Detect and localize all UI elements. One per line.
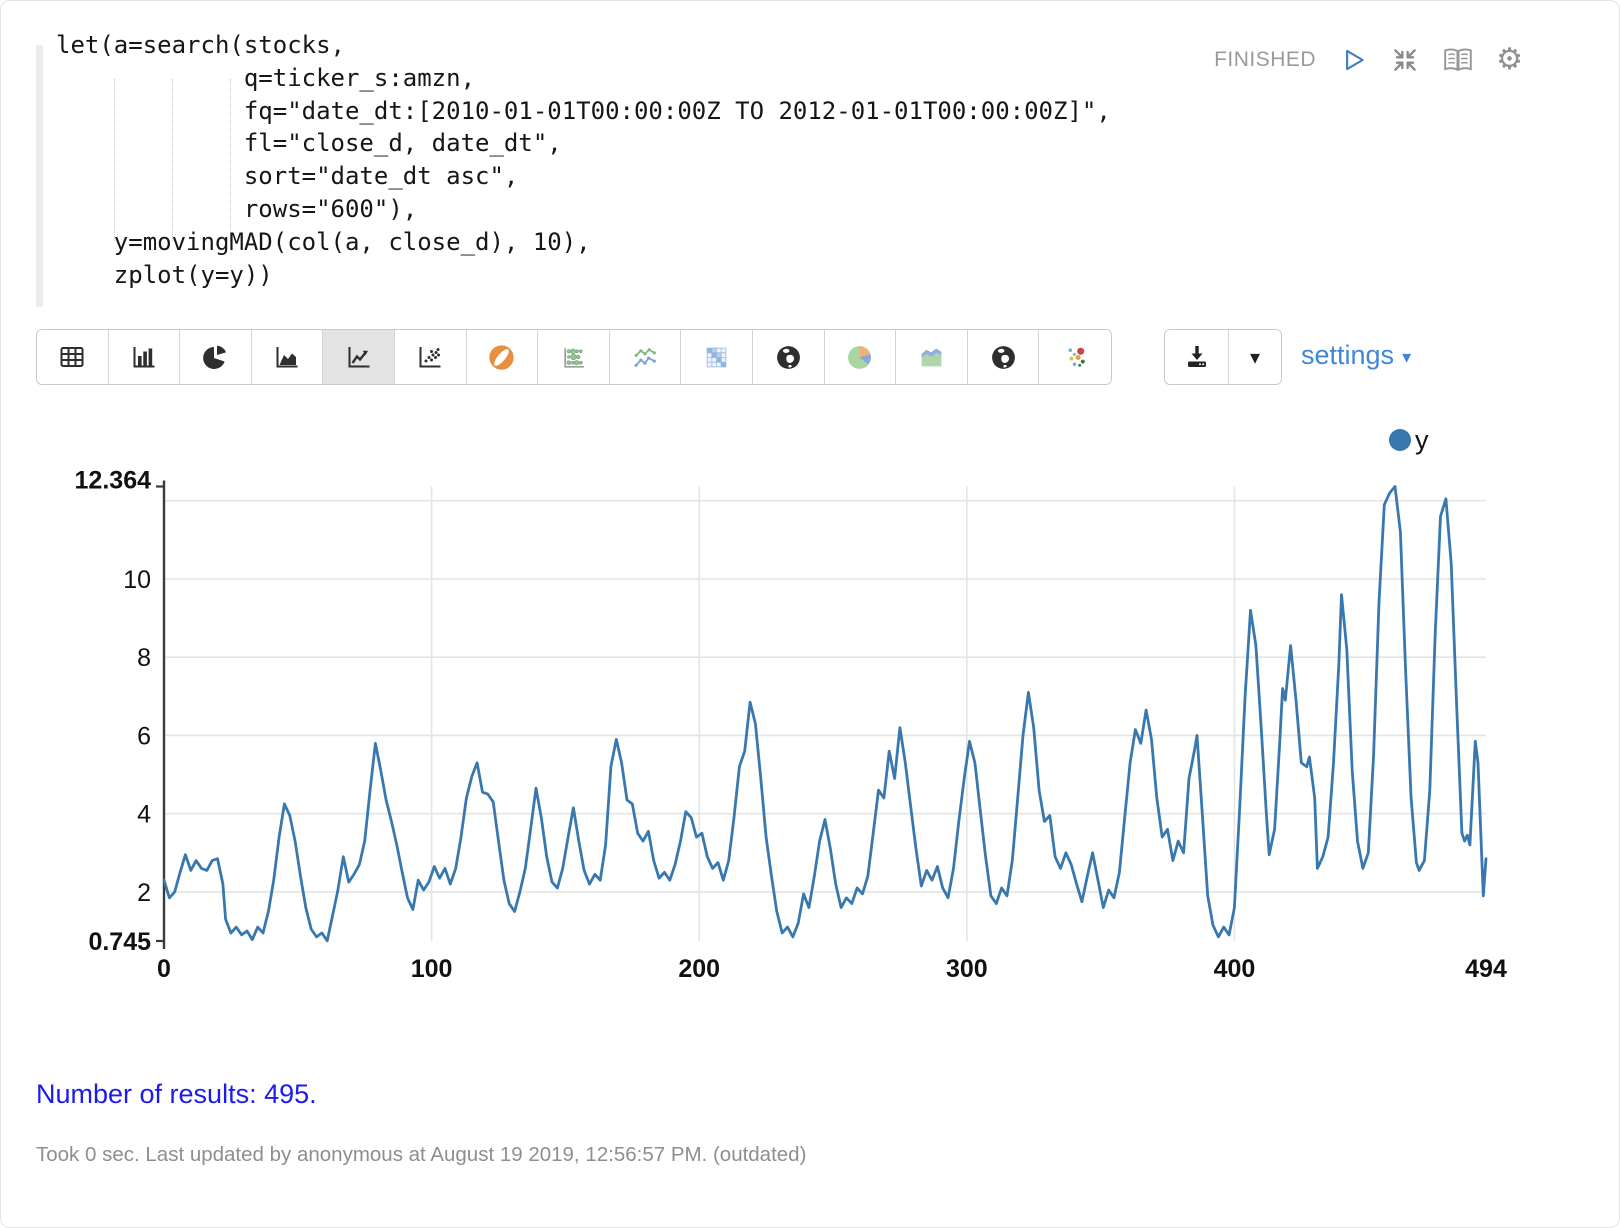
code-editor[interactable]: let(a=search(stocks, q=ticker_s:amzn, fq…	[56, 31, 1111, 289]
y-tick-label: 6	[137, 722, 151, 750]
results-count: Number of results: 495.	[36, 1079, 317, 1109]
y-tick-label: 10	[123, 566, 151, 594]
indent-guide	[114, 79, 115, 241]
indent-guide	[172, 79, 173, 241]
y-tick-label: 12.364	[75, 467, 152, 495]
indent-guide	[230, 79, 231, 241]
download-caret-button[interactable]: ▾	[1229, 330, 1281, 384]
x-tick-label: 0	[157, 955, 171, 983]
chevron-down-icon: ▾	[1402, 347, 1412, 367]
paragraph-left-bar	[36, 45, 43, 307]
series-line-y	[162, 485, 1488, 943]
chart-type-pie-chart[interactable]	[180, 330, 252, 384]
play-icon[interactable]	[1338, 45, 1368, 75]
chart-type-area-chart[interactable]	[251, 330, 324, 384]
chart-type-scatter-color[interactable]	[1039, 330, 1111, 384]
legend-marker	[1389, 429, 1411, 451]
settings-link[interactable]: settings ▾	[1301, 327, 1411, 383]
download-button[interactable]	[1165, 330, 1229, 384]
y-tick-label: 2	[137, 879, 151, 907]
x-tick-label: 400	[1214, 955, 1256, 983]
download-group: ▾	[1164, 329, 1282, 385]
chart-type-pie-color[interactable]	[824, 330, 897, 384]
chart-type-globe-orange[interactable]	[466, 330, 539, 384]
status-label: FINISHED	[1214, 48, 1317, 71]
download-icon	[1187, 346, 1206, 367]
chart-type-area-color[interactable]	[896, 330, 968, 384]
x-tick-label: 200	[678, 955, 720, 983]
chart-type-multi-line[interactable]	[609, 330, 682, 384]
gear-icon[interactable]: ⚙	[1496, 42, 1523, 77]
chart-type-scatter-chart[interactable]	[394, 330, 467, 384]
paragraph-footer: Took 0 sec. Last updated by anonymous at…	[36, 1143, 807, 1166]
y-tick-label: 8	[137, 644, 151, 672]
chart-type-table[interactable]	[37, 330, 109, 384]
chart-type-heatmap[interactable]	[681, 330, 753, 384]
legend-label: y	[1415, 425, 1429, 455]
y-tick-label: 0.745	[88, 928, 151, 956]
compress-icon[interactable]	[1390, 45, 1420, 75]
chart-type-toolbar	[36, 329, 1112, 385]
settings-label: settings	[1301, 339, 1395, 370]
paragraph-status-row: FINISHED ⚙	[1214, 45, 1523, 75]
chart-type-bar-chart[interactable]	[108, 330, 181, 384]
chart-type-bubble-matrix[interactable]	[538, 330, 610, 384]
chart-type-globe-black-2[interactable]	[967, 330, 1040, 384]
chart-type-line-chart[interactable]	[323, 330, 395, 384]
x-tick-label: 494	[1465, 955, 1507, 983]
x-tick-label: 100	[411, 955, 453, 983]
y-tick-label: 4	[137, 801, 151, 829]
x-tick-label: 300	[946, 955, 988, 983]
book-icon[interactable]	[1442, 46, 1474, 74]
chart-type-globe-black[interactable]	[752, 330, 825, 384]
